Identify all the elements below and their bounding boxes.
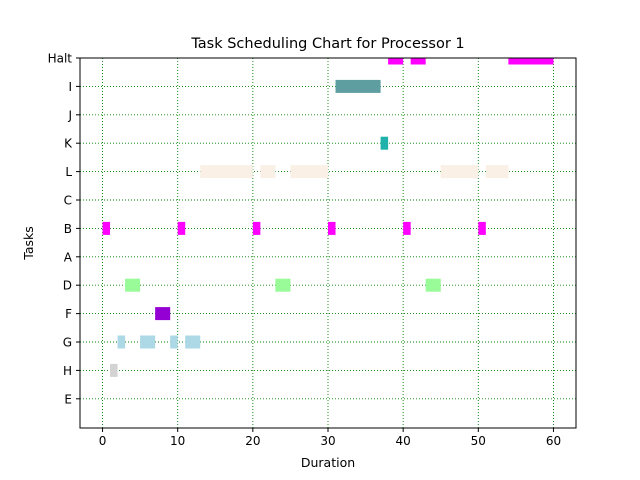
y-tick-label-f: F bbox=[65, 307, 72, 321]
x-tick-label: 30 bbox=[320, 434, 335, 448]
x-tick-label: 10 bbox=[170, 434, 185, 448]
y-tick-label-halt: Halt bbox=[48, 52, 73, 66]
y-tick-label-e: E bbox=[64, 392, 72, 406]
task-bars bbox=[102, 58, 554, 377]
x-tick-label: 40 bbox=[396, 434, 411, 448]
x-tick-label: 60 bbox=[546, 434, 561, 448]
x-tick-label: 50 bbox=[471, 434, 486, 448]
y-tick-label-k: K bbox=[64, 137, 73, 151]
bar-halt bbox=[388, 58, 404, 65]
bar-b bbox=[102, 221, 111, 235]
y-tick-label-c: C bbox=[64, 194, 72, 208]
bar-d bbox=[425, 278, 441, 292]
bar-i bbox=[335, 79, 381, 93]
y-tick-label-a: A bbox=[64, 250, 73, 264]
bar-l bbox=[485, 165, 509, 179]
bar-f bbox=[155, 307, 171, 321]
bar-b bbox=[328, 221, 336, 235]
bar-b bbox=[252, 221, 261, 235]
y-tick-label-b: B bbox=[64, 222, 72, 236]
y-tick-label-j: J bbox=[67, 108, 72, 122]
bar-d bbox=[275, 278, 291, 292]
bar-b bbox=[403, 221, 411, 235]
bar-l bbox=[440, 165, 479, 179]
bar-d bbox=[125, 278, 141, 292]
x-tick-label: 0 bbox=[99, 434, 107, 448]
grid-lines bbox=[80, 57, 576, 428]
y-tick-label-l: L bbox=[65, 165, 72, 179]
bar-halt bbox=[410, 58, 426, 65]
bar-b bbox=[478, 221, 486, 235]
y-axis-ticks: Halt IJ KL CBA DF GHE bbox=[48, 52, 80, 406]
bar-k bbox=[380, 136, 389, 150]
x-tick-label: 20 bbox=[245, 434, 260, 448]
y-tick-label-d: D bbox=[63, 279, 72, 293]
bar-halt bbox=[508, 58, 554, 65]
bar-g bbox=[170, 335, 178, 349]
y-tick-label-h: H bbox=[63, 364, 72, 378]
bar-h bbox=[110, 363, 118, 377]
bar-b bbox=[177, 221, 186, 235]
bar-l bbox=[200, 165, 253, 179]
bar-g bbox=[117, 335, 126, 349]
y-axis-label: Tasks bbox=[21, 226, 36, 261]
x-axis-ticks: 0 10 20 30 40 50 60 bbox=[99, 428, 561, 448]
chart-title: Task Scheduling Chart for Processor 1 bbox=[190, 36, 464, 52]
bar-g bbox=[140, 335, 156, 349]
y-tick-label-g: G bbox=[63, 336, 72, 350]
bar-g bbox=[185, 335, 201, 349]
plot-frame bbox=[79, 57, 577, 429]
y-tick-label-i: I bbox=[68, 80, 72, 94]
bar-l bbox=[290, 165, 328, 179]
bar-l bbox=[260, 165, 276, 179]
x-axis-label: Duration bbox=[301, 455, 355, 470]
